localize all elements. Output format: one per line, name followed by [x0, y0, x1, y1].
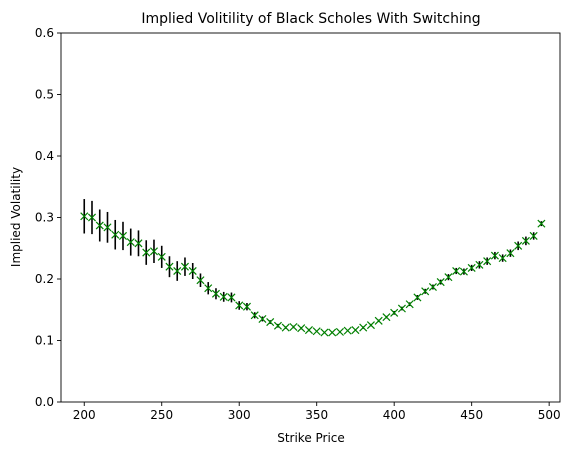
data-point [537, 219, 546, 228]
data-point [529, 231, 538, 240]
data-point [467, 263, 476, 272]
data-point [428, 282, 437, 292]
data-point [273, 321, 282, 330]
data-point [227, 293, 236, 302]
x-tick-label: 250 [150, 408, 173, 422]
data-point [204, 284, 213, 293]
data-point [95, 221, 104, 230]
data-point [390, 308, 399, 317]
x-tick-label: 500 [538, 408, 561, 422]
data-point [498, 254, 507, 263]
y-tick-label: 0.3 [35, 211, 54, 225]
data-point [118, 231, 128, 240]
data-point [506, 249, 515, 258]
plot-area [60, 32, 561, 403]
x-tick-label: 300 [228, 408, 251, 422]
data-point [514, 241, 523, 250]
y-tick-label: 0.0 [35, 395, 54, 409]
data-point [87, 213, 97, 222]
data-point [359, 323, 368, 332]
data-point [165, 262, 174, 271]
x-tick-label: 400 [383, 408, 406, 422]
data-point [475, 260, 484, 269]
data-point [312, 327, 321, 336]
data-point [103, 223, 112, 232]
data-point [180, 262, 189, 271]
data-point [436, 278, 445, 287]
data-point [196, 276, 205, 285]
x-axis-ticks: 200 250 300 350 400 450 500 [73, 402, 561, 422]
x-tick-label: 450 [460, 408, 483, 422]
data-point [250, 311, 259, 320]
data-point [366, 321, 375, 330]
data-point [413, 293, 422, 302]
data-point [483, 257, 492, 266]
data-point [444, 273, 453, 282]
data-point [452, 266, 461, 276]
data-point [134, 239, 143, 248]
data-point [281, 323, 290, 332]
data-point [297, 324, 306, 333]
data-point [188, 266, 197, 276]
data-point [142, 248, 151, 257]
data-point [328, 328, 337, 337]
data-point [351, 326, 360, 335]
data-point [374, 316, 383, 325]
y-tick-label: 0.2 [35, 272, 54, 286]
x-axis-label: Strike Price [277, 431, 345, 445]
data-point [266, 318, 275, 327]
data-point [421, 287, 430, 296]
data-point [320, 328, 329, 337]
y-axis-ticks: 0.0 0.1 0.2 0.3 0.4 0.5 0.6 [35, 26, 61, 409]
y-axis-label: Implied Volatility [9, 167, 23, 267]
data-point [289, 322, 298, 331]
x-tick-label: 200 [73, 408, 96, 422]
y-tick-label: 0.6 [35, 26, 54, 40]
data-point [343, 326, 352, 335]
data-point [211, 289, 220, 298]
data-point [258, 314, 267, 323]
data-point [397, 304, 406, 313]
data-point [126, 238, 135, 247]
chart-title: Implied Volitility of Black Scholes With… [141, 11, 480, 27]
data-point [335, 327, 344, 336]
data-point [521, 236, 530, 245]
x-tick-label: 350 [305, 408, 328, 422]
data-point [111, 230, 120, 239]
data-point [149, 247, 159, 256]
data-point [405, 300, 414, 309]
data-point [459, 267, 468, 276]
data-point [157, 252, 166, 261]
data-point [242, 302, 251, 311]
data-markers [80, 212, 546, 337]
data-point [490, 251, 499, 260]
data-point [382, 313, 391, 322]
data-point [173, 266, 182, 276]
data-point [235, 301, 244, 310]
y-tick-label: 0.4 [35, 149, 54, 163]
y-tick-label: 0.1 [35, 334, 54, 348]
data-point [80, 212, 89, 221]
y-tick-label: 0.5 [35, 88, 54, 102]
data-point [219, 292, 228, 301]
data-point [304, 326, 313, 335]
